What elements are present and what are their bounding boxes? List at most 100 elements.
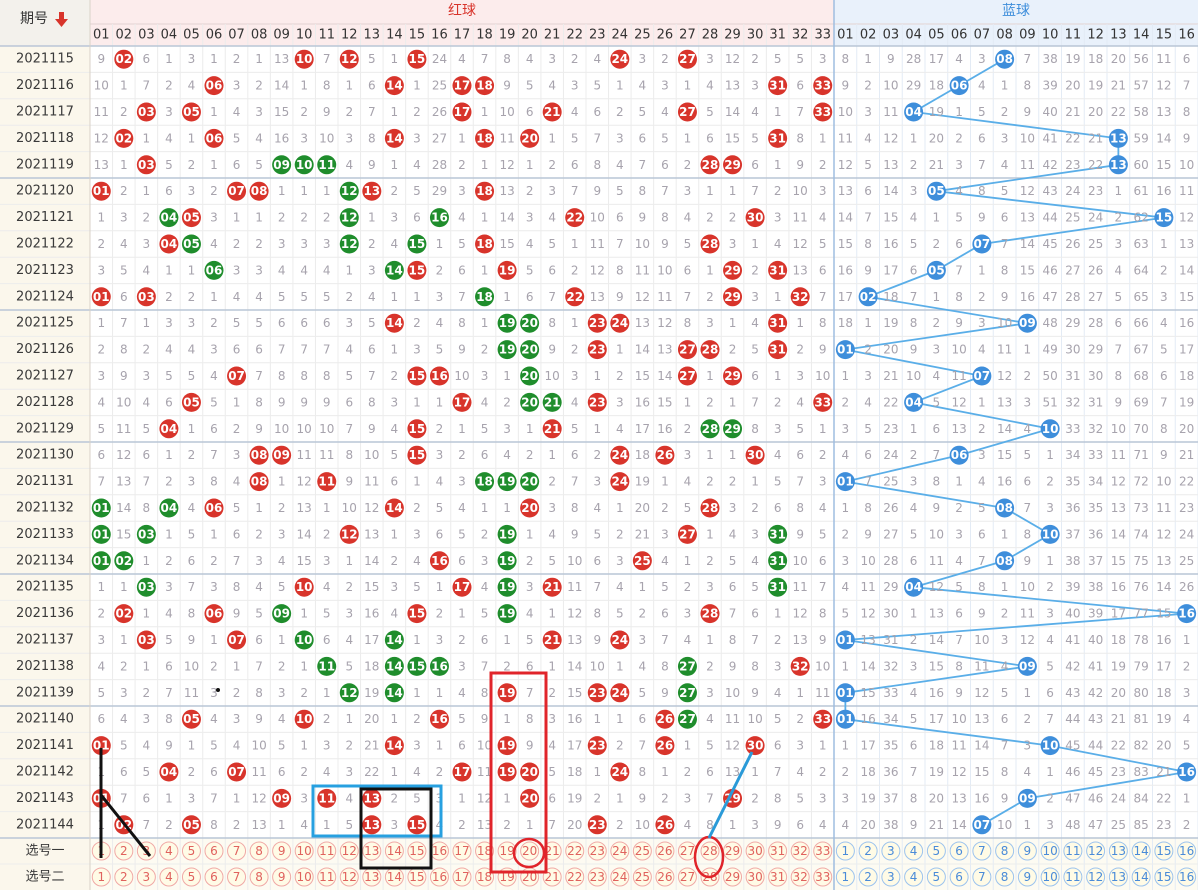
ball-number: 05 (183, 395, 200, 409)
select-ball[interactable] (858, 841, 878, 861)
select-ball[interactable] (949, 867, 969, 887)
select-ball[interactable] (972, 867, 992, 887)
select-ball[interactable] (1177, 867, 1197, 887)
select-ball[interactable] (995, 867, 1015, 887)
select-ball[interactable] (1063, 841, 1083, 861)
select-ball[interactable] (655, 841, 675, 861)
select-ball[interactable] (272, 841, 292, 861)
select-ball[interactable] (1086, 867, 1106, 887)
select-ball[interactable] (858, 867, 878, 887)
select-ball[interactable] (835, 841, 855, 861)
select-ball[interactable] (1040, 841, 1060, 861)
select-ball[interactable] (904, 867, 924, 887)
select-ball[interactable] (181, 841, 201, 861)
miss-count: 1 (774, 369, 782, 383)
select-ball[interactable] (1063, 867, 1083, 887)
select-ball[interactable] (1154, 867, 1174, 887)
miss-count: 11 (567, 580, 582, 594)
select-ball[interactable] (926, 841, 946, 861)
select-ball[interactable] (565, 841, 585, 861)
select-ball[interactable] (655, 867, 675, 887)
select-ball[interactable] (1177, 841, 1197, 861)
select-ball[interactable] (677, 867, 697, 887)
miss-count: 1 (706, 369, 714, 383)
select-ball[interactable] (1131, 841, 1151, 861)
select-ball[interactable] (881, 841, 901, 861)
select-ball[interactable] (475, 867, 495, 887)
select-ball[interactable] (227, 867, 247, 887)
select-ball[interactable] (249, 841, 269, 861)
ball (768, 524, 788, 544)
select-ball[interactable] (317, 841, 337, 861)
select-ball[interactable] (972, 841, 992, 861)
ball-number: 26 (657, 818, 674, 832)
select-ball[interactable] (294, 841, 314, 861)
select-ball[interactable] (317, 867, 337, 887)
select-ball[interactable] (565, 867, 585, 887)
select-ball[interactable] (542, 867, 562, 887)
select-ball[interactable] (610, 841, 630, 861)
select-ball[interactable] (429, 867, 449, 887)
select-ball[interactable] (790, 841, 810, 861)
select-ball[interactable] (1108, 867, 1128, 887)
select-ball[interactable] (813, 841, 833, 861)
select-ball[interactable] (949, 841, 969, 861)
select-ball[interactable] (904, 841, 924, 861)
miss-count: 3 (391, 395, 399, 409)
select-ball[interactable] (249, 867, 269, 887)
select-ball[interactable] (384, 841, 404, 861)
select-ball[interactable] (136, 867, 156, 887)
select-ball[interactable] (700, 841, 720, 861)
select-ball[interactable] (339, 841, 359, 861)
select-ball[interactable] (723, 867, 743, 887)
select-ball[interactable] (745, 841, 765, 861)
select-ball[interactable] (452, 841, 472, 861)
select-ball[interactable] (610, 867, 630, 887)
select-ball[interactable] (272, 867, 292, 887)
select-ball[interactable] (926, 867, 946, 887)
select-ball[interactable] (114, 867, 134, 887)
miss-count: 1 (616, 791, 624, 805)
select-ball[interactable] (1017, 841, 1037, 861)
select-ball[interactable] (475, 841, 495, 861)
select-ball[interactable] (587, 841, 607, 861)
select-ball[interactable] (204, 841, 224, 861)
miss-count: 7 (616, 237, 624, 251)
select-ball[interactable] (114, 841, 134, 861)
select-ball[interactable] (159, 841, 179, 861)
miss-count: 12 (1179, 211, 1194, 225)
select-ball[interactable] (1108, 841, 1128, 861)
select-ball[interactable] (813, 867, 833, 887)
select-ball[interactable] (768, 867, 788, 887)
select-ball[interactable] (204, 867, 224, 887)
select-ball[interactable] (1040, 867, 1060, 887)
select-ball[interactable] (520, 841, 540, 861)
select-ball[interactable] (227, 841, 247, 861)
select-ball[interactable] (452, 867, 472, 887)
select-ball[interactable] (790, 867, 810, 887)
select-ball[interactable] (587, 867, 607, 887)
select-ball[interactable] (91, 867, 111, 887)
select-ball[interactable] (1017, 867, 1037, 887)
miss-count: 2 (300, 765, 308, 779)
select-ball[interactable] (362, 841, 382, 861)
select-ball[interactable] (881, 867, 901, 887)
miss-count: 4 (910, 501, 918, 515)
select-ball[interactable] (497, 841, 517, 861)
miss-count: 14 (1156, 580, 1171, 594)
select-ball[interactable] (339, 867, 359, 887)
select-ball[interactable] (1154, 841, 1174, 861)
select-ball[interactable] (835, 867, 855, 887)
select-ball[interactable] (181, 867, 201, 887)
miss-count: 42 (1088, 686, 1103, 700)
select-ball[interactable] (995, 841, 1015, 861)
select-ball[interactable] (632, 867, 652, 887)
select-ball[interactable] (745, 867, 765, 887)
select-ball[interactable] (1086, 841, 1106, 861)
select-ball[interactable] (1131, 867, 1151, 887)
select-ball[interactable] (632, 841, 652, 861)
select-ball[interactable] (159, 867, 179, 887)
select-ball[interactable] (407, 841, 427, 861)
select-ball[interactable] (768, 841, 788, 861)
select-ball[interactable] (294, 867, 314, 887)
